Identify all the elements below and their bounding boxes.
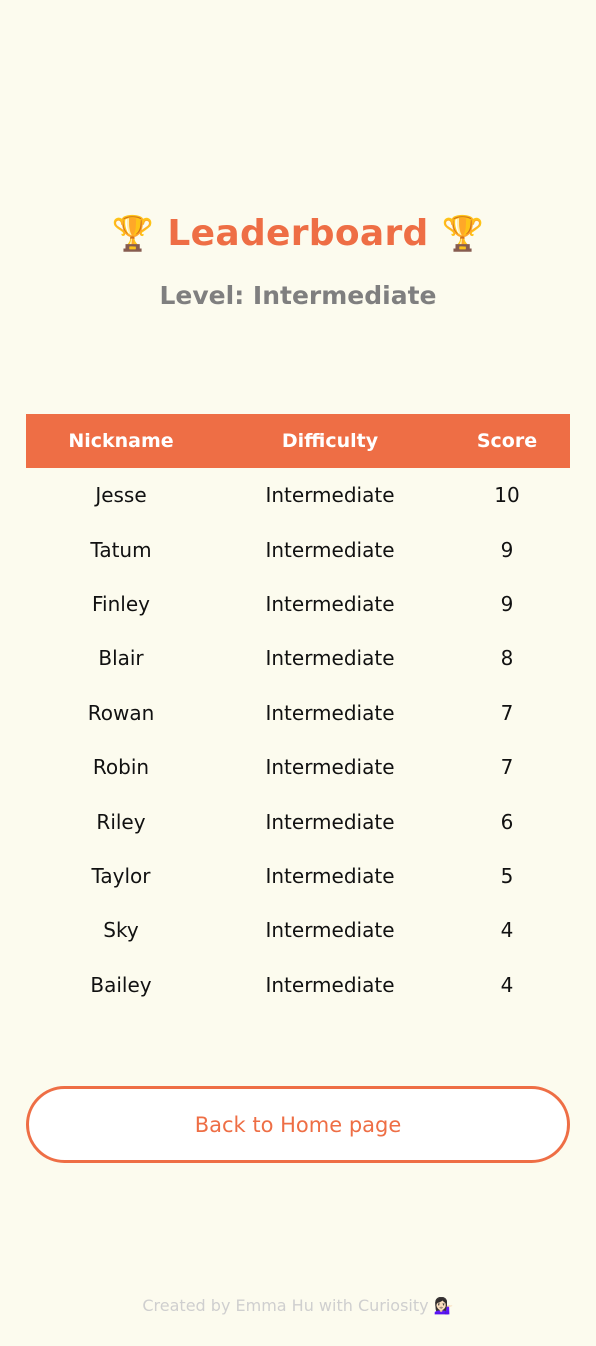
table-row: Sky Intermediate 4: [26, 903, 570, 957]
score-cell: 9: [500, 537, 514, 562]
column-header-nickname: Nickname: [26, 414, 216, 468]
score-cell: 4: [500, 918, 514, 943]
table-row: Taylor Intermediate 5: [26, 849, 570, 903]
nickname-cell: Finley: [92, 591, 150, 616]
score-cell: 7: [500, 700, 514, 725]
column-header-difficulty: Difficulty: [216, 414, 444, 468]
score-cell: 7: [500, 755, 514, 780]
table-row: Robin Intermediate 7: [26, 740, 570, 794]
difficulty-cell: Intermediate: [265, 646, 395, 671]
leaderboard-table: Nickname Difficulty Score Jesse Intermed…: [26, 414, 570, 1012]
table-header-row: Nickname Difficulty Score: [26, 414, 570, 468]
table-row: Tatum Intermediate 9: [26, 522, 570, 576]
score-cell: 5: [500, 863, 514, 888]
nickname-cell: Jesse: [95, 483, 147, 508]
nickname-cell: Rowan: [87, 700, 155, 725]
table-row: Rowan Intermediate 7: [26, 686, 570, 740]
nickname-cell: Blair: [98, 646, 144, 671]
nickname-cell: Bailey: [90, 972, 152, 997]
footer-credit: Created by Emma Hu with Curiosity 💁🏻‍♀️: [142, 1296, 454, 1315]
table-row: Bailey Intermediate 4: [26, 958, 570, 1012]
nickname-cell: Robin: [92, 755, 150, 780]
difficulty-cell: Intermediate: [265, 809, 395, 834]
score-cell: 4: [500, 972, 514, 997]
score-cell: 8: [500, 646, 514, 671]
difficulty-cell: Intermediate: [265, 863, 395, 888]
difficulty-cell: Intermediate: [265, 755, 395, 780]
score-cell: 6: [500, 809, 514, 834]
nickname-cell: Sky: [103, 918, 139, 943]
difficulty-cell: Intermediate: [265, 918, 395, 943]
nickname-cell: Taylor: [91, 863, 151, 888]
trophy-icon: 🏆: [441, 214, 485, 254]
score-cell: 10: [494, 483, 520, 508]
score-cell: 9: [500, 591, 514, 616]
difficulty-cell: Intermediate: [265, 972, 395, 997]
trophy-icon: 🏆: [111, 214, 155, 254]
nickname-cell: Tatum: [90, 537, 152, 562]
difficulty-cell: Intermediate: [265, 591, 395, 616]
level-label: Level: Intermediate: [159, 281, 437, 310]
column-header-score: Score: [444, 414, 570, 468]
nickname-cell: Riley: [96, 809, 146, 834]
page-title-text: Leaderboard: [167, 213, 429, 254]
difficulty-cell: Intermediate: [265, 483, 395, 508]
difficulty-cell: Intermediate: [265, 537, 395, 562]
table-row: Riley Intermediate 6: [26, 794, 570, 848]
page-title: 🏆 Leaderboard 🏆: [0, 204, 596, 264]
back-to-home-button[interactable]: Back to Home page: [26, 1086, 570, 1163]
difficulty-cell: Intermediate: [265, 700, 395, 725]
table-row: Blair Intermediate 8: [26, 631, 570, 685]
table-row: Jesse Intermediate 10: [26, 468, 570, 522]
table-row: Finley Intermediate 9: [26, 577, 570, 631]
